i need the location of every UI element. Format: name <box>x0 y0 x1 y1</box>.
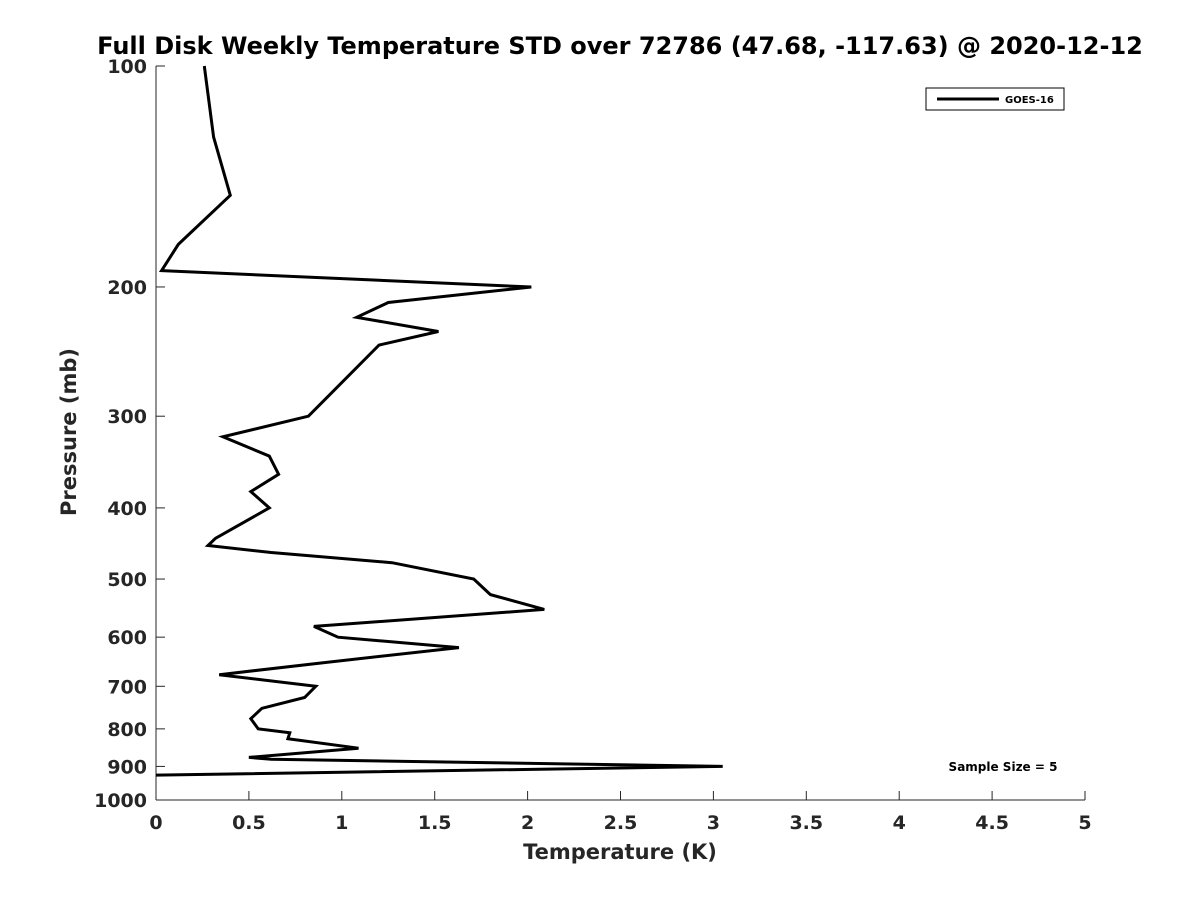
y-ticks: 100 200 300 400 500 600 700 800 900 1000 <box>94 56 165 812</box>
series-line-goes-16 <box>155 65 723 777</box>
x-tick-label: 0 <box>149 812 162 834</box>
legend: GOES-16 <box>925 87 1065 111</box>
y-axis-label: Pressure (mb) <box>57 348 81 516</box>
x-tick-label: 3.5 <box>789 812 823 834</box>
y-tick-label: 500 <box>107 569 147 591</box>
y-tick-label: 300 <box>107 406 147 428</box>
x-tick-label: 5 <box>1078 812 1091 834</box>
x-axis-label: Temperature (K) <box>523 840 717 864</box>
y-tick-label: 200 <box>107 277 147 299</box>
y-tick-label: 700 <box>107 676 147 698</box>
y-tick-label: 100 <box>107 56 147 78</box>
series-layer <box>155 65 723 777</box>
sample-size-annotation: Sample Size = 5 <box>949 760 1058 774</box>
x-tick-label: 2 <box>521 812 534 834</box>
y-tick-label: 1000 <box>94 790 147 812</box>
x-tick-label: 2.5 <box>604 812 638 834</box>
x-tick-label: 0.5 <box>232 812 266 834</box>
x-tick-label: 3 <box>707 812 720 834</box>
y-tick-label: 800 <box>107 719 147 741</box>
chart-title: Full Disk Weekly Temperature STD over 72… <box>97 32 1143 60</box>
y-tick-label: 400 <box>107 498 147 520</box>
x-tick-label: 4 <box>893 812 906 834</box>
y-tick-label: 900 <box>107 756 147 778</box>
y-axis-label-group: Pressure (mb) <box>57 348 81 516</box>
x-tick-label: 1.5 <box>418 812 452 834</box>
x-ticks: 0 0.5 1 1.5 2 2.5 3 3.5 4 4.5 5 <box>149 791 1092 834</box>
axes <box>155 66 1085 801</box>
legend-label-goes-16: GOES-16 <box>1005 95 1054 106</box>
x-tick-label: 1 <box>335 812 348 834</box>
x-tick-label: 4.5 <box>975 812 1009 834</box>
y-tick-label: 600 <box>107 627 147 649</box>
